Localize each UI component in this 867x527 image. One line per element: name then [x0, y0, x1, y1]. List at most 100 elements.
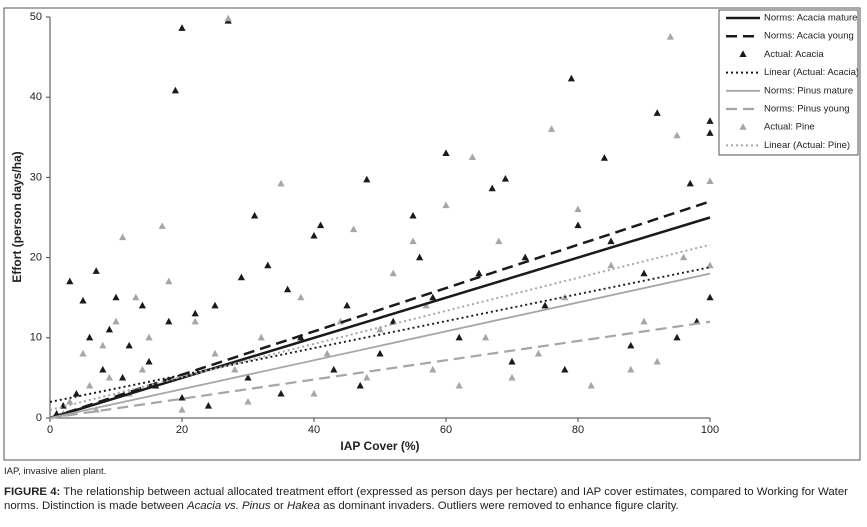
scatter-point: [673, 333, 681, 341]
footnote: IAP, invasive alien plant.: [4, 466, 107, 477]
scatter-point: [257, 333, 265, 341]
scatter-point: [284, 285, 292, 293]
scatter-point: [653, 357, 661, 365]
legend-label: Norms: Acacia young: [764, 31, 854, 42]
scatter-point: [191, 317, 199, 325]
y-tick-label: 20: [30, 252, 42, 264]
scatter-point: [508, 373, 516, 381]
scatter-point: [138, 365, 146, 373]
scatter-point: [350, 225, 358, 233]
scatter-point: [495, 237, 503, 245]
y-tick-label: 10: [30, 332, 42, 344]
scatter-point: [455, 381, 463, 389]
scatter-point: [211, 301, 219, 309]
scatter-point: [66, 277, 74, 285]
scatter-point: [363, 373, 371, 381]
scatter-point: [105, 325, 113, 333]
scatter-point: [145, 357, 153, 365]
scatter-point: [132, 293, 140, 301]
chart-frame: [3, 7, 861, 461]
scatter-point: [363, 175, 371, 183]
scatter-point: [541, 301, 549, 309]
scatter-point: [178, 405, 186, 413]
scatter-point: [224, 14, 232, 22]
line: [49, 272, 711, 419]
scatter-point: [376, 349, 384, 357]
caption-label: FIGURE 4:: [4, 486, 61, 498]
scatter-point: [277, 389, 285, 397]
scatter-point: [409, 211, 417, 219]
x-tick-label: 100: [701, 424, 719, 436]
scatter-point: [158, 222, 166, 229]
chart: Effort (person days/ha) IAP Cover (%) 0 2…: [3, 7, 861, 461]
scatter-point: [105, 373, 113, 381]
scatter-point: [244, 373, 252, 381]
line: [49, 216, 711, 420]
scatter-point: [86, 381, 94, 389]
scatter-point: [277, 179, 285, 187]
x-tick-label: 40: [308, 424, 320, 436]
scatter-point: [204, 401, 212, 409]
scatter-point: [442, 201, 450, 209]
scatter-point: [165, 277, 173, 285]
scatter-point: [607, 237, 615, 245]
legend-label: Norms: Pinus young: [764, 104, 850, 115]
scatter-point: [79, 349, 87, 357]
scatter-point: [165, 317, 173, 325]
scatter-point: [323, 349, 331, 357]
scatter-point: [310, 389, 318, 397]
scatter-point: [389, 269, 397, 277]
scatter-point: [600, 154, 608, 161]
scatter-point: [119, 373, 127, 381]
scatter-point: [680, 253, 688, 261]
line: [49, 320, 711, 420]
scatter-point: [627, 341, 635, 349]
scatter-point: [627, 365, 635, 373]
legend-label: Linear (Actual: Pine): [764, 140, 850, 151]
scatter-point: [171, 86, 179, 94]
scatter-point: [178, 24, 186, 31]
scatter-point: [191, 309, 199, 317]
scatter-point: [706, 117, 714, 124]
scatter-point: [251, 211, 259, 219]
scatter-point: [119, 233, 127, 241]
scatter-point: [706, 293, 714, 301]
caption-text: as dominant invaders. Outliers were remo…: [319, 500, 679, 512]
scatter-point: [706, 177, 714, 185]
legend-swatch: [739, 123, 747, 130]
scatter-point: [706, 129, 714, 136]
y-tick-label: 0: [36, 412, 42, 424]
scatter-point: [409, 237, 417, 245]
scatter-point: [653, 109, 661, 116]
scatter-point: [231, 365, 239, 373]
scatter-point: [178, 393, 186, 401]
scatter-point: [317, 221, 325, 229]
legend-label: Actual: Acacia: [764, 49, 824, 60]
x-tick-label: 0: [47, 424, 53, 436]
scatter-point: [310, 231, 318, 239]
scatter-point: [125, 341, 133, 349]
scatter-point: [501, 175, 509, 182]
scatter-point: [442, 149, 450, 156]
scatter-point: [330, 365, 338, 373]
scatter-point: [237, 273, 245, 281]
y-tick-label: 30: [30, 171, 42, 183]
scatter-point: [138, 301, 146, 309]
y-tick-label: 50: [30, 11, 42, 23]
y-axis-label: Effort (person days/ha): [10, 151, 24, 282]
scatter-point: [534, 349, 542, 357]
caption-text: Acacia vs. Pinus: [186, 500, 271, 512]
scatter-point: [567, 74, 575, 82]
legend-label: Actual: Pine: [764, 122, 815, 133]
legend-swatch: [739, 50, 747, 57]
scatter-point: [706, 261, 714, 269]
scatter-point: [112, 293, 120, 301]
caption-text: or: [270, 500, 288, 512]
caption-text: Hakea: [287, 500, 320, 512]
line: [49, 243, 711, 411]
scatter-point: [211, 349, 219, 357]
scatter-point: [666, 33, 674, 40]
x-tick-label: 80: [572, 424, 584, 436]
scatter-point: [587, 381, 595, 389]
